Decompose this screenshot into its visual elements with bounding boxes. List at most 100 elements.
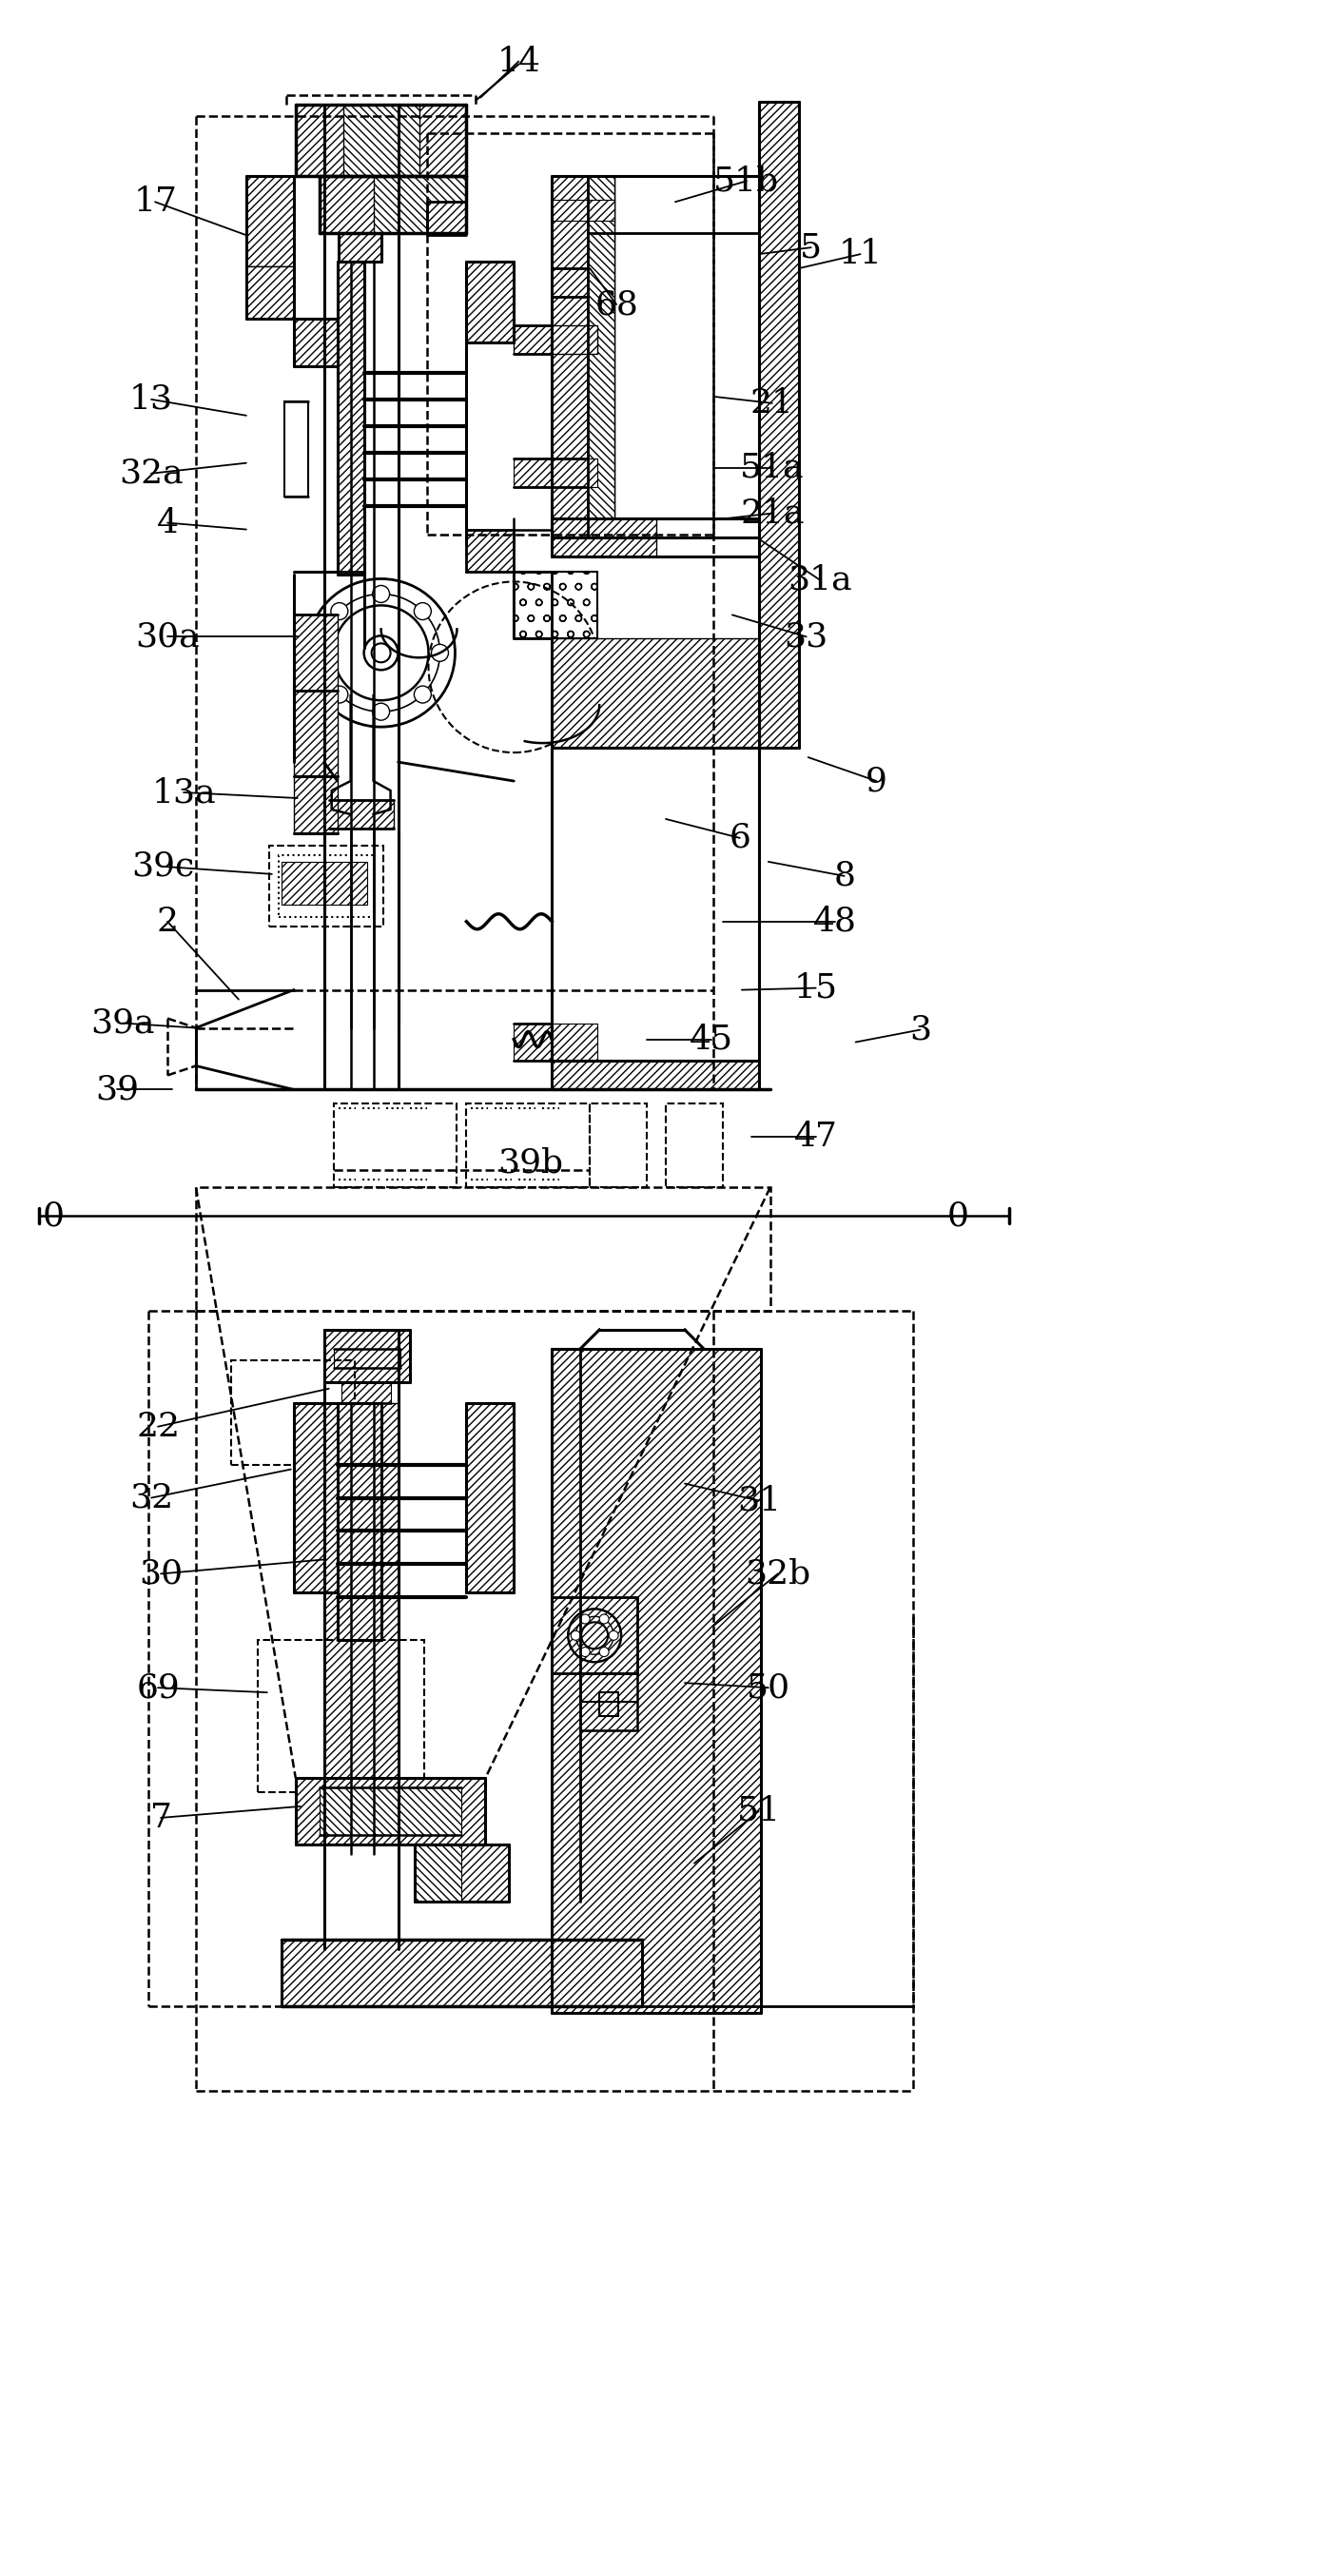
Text: 39b: 39b <box>498 1146 564 1180</box>
Text: 9: 9 <box>866 765 888 796</box>
Text: 11: 11 <box>838 237 882 270</box>
Text: 0: 0 <box>947 1200 970 1231</box>
Text: 3: 3 <box>909 1012 931 1046</box>
Bar <box>294 616 337 690</box>
Bar <box>333 1105 457 1188</box>
Text: 21: 21 <box>751 386 794 420</box>
Bar <box>258 1641 424 1793</box>
Text: 48: 48 <box>813 904 857 938</box>
Bar <box>414 1844 509 1901</box>
Circle shape <box>372 644 391 662</box>
Text: 39: 39 <box>95 1074 140 1105</box>
Bar <box>294 319 337 366</box>
Text: 17: 17 <box>133 185 177 219</box>
Bar <box>514 325 598 353</box>
Bar <box>337 263 364 574</box>
Bar <box>590 1105 647 1188</box>
Circle shape <box>314 644 330 662</box>
Bar <box>324 1404 398 1829</box>
Bar <box>514 1023 598 1061</box>
Bar <box>466 263 514 343</box>
Text: 5: 5 <box>800 232 822 263</box>
Circle shape <box>414 685 431 703</box>
Text: 33: 33 <box>784 621 829 652</box>
Bar <box>666 1105 723 1188</box>
Circle shape <box>580 1615 590 1623</box>
Bar <box>324 1329 410 1381</box>
Circle shape <box>372 585 389 603</box>
Bar <box>552 639 759 747</box>
Text: 51b: 51b <box>713 165 779 198</box>
Bar <box>246 265 294 319</box>
Text: 47: 47 <box>794 1121 838 1154</box>
Bar <box>552 1350 760 2014</box>
Bar <box>278 855 373 917</box>
Bar <box>580 1674 638 1731</box>
Bar <box>342 106 419 175</box>
Circle shape <box>330 603 348 621</box>
Text: 0: 0 <box>43 1200 64 1231</box>
Bar <box>338 234 381 263</box>
Circle shape <box>414 603 431 621</box>
Bar <box>294 1404 337 1592</box>
Text: 31a: 31a <box>787 564 851 595</box>
Bar <box>281 863 367 904</box>
Text: 30a: 30a <box>136 621 200 652</box>
Circle shape <box>330 685 348 703</box>
Bar <box>285 402 308 497</box>
Text: 68: 68 <box>595 289 638 319</box>
Bar <box>281 1940 642 2007</box>
Bar <box>231 1360 355 1466</box>
Bar <box>295 106 466 175</box>
Text: 15: 15 <box>794 971 838 1005</box>
Text: 30: 30 <box>138 1558 183 1589</box>
Bar <box>294 775 337 832</box>
Circle shape <box>580 1646 590 1656</box>
Circle shape <box>372 703 389 721</box>
Text: 8: 8 <box>833 860 855 891</box>
Text: 32a: 32a <box>120 459 184 489</box>
Text: 51a: 51a <box>740 451 804 484</box>
Text: 21a: 21a <box>740 497 804 531</box>
Bar <box>246 175 294 265</box>
Circle shape <box>599 1646 608 1656</box>
Bar <box>414 1844 462 1901</box>
Bar <box>329 801 393 829</box>
Circle shape <box>599 1615 608 1623</box>
Text: 69: 69 <box>136 1672 180 1703</box>
Text: 39c: 39c <box>132 850 195 884</box>
Text: 7: 7 <box>150 1801 172 1834</box>
Bar <box>320 175 466 234</box>
Text: 45: 45 <box>689 1023 733 1056</box>
Bar <box>294 690 337 775</box>
Bar <box>759 103 799 747</box>
Text: 22: 22 <box>136 1412 180 1443</box>
Text: 31: 31 <box>737 1484 780 1517</box>
Bar <box>333 1350 400 1368</box>
Text: 2: 2 <box>157 904 179 938</box>
Bar <box>373 175 466 234</box>
Bar <box>599 1692 618 1716</box>
Bar <box>295 1777 485 1844</box>
Bar <box>320 1788 462 1834</box>
Bar <box>466 1105 590 1188</box>
Bar <box>466 1404 514 1592</box>
Bar <box>552 518 657 556</box>
Bar <box>552 1597 638 1674</box>
Text: 32b: 32b <box>745 1558 811 1589</box>
Text: 13: 13 <box>129 384 173 415</box>
Bar <box>337 1404 381 1641</box>
Text: 32: 32 <box>129 1481 173 1515</box>
Text: 13a: 13a <box>152 775 216 809</box>
Bar <box>514 459 598 487</box>
Bar <box>269 845 383 927</box>
Text: 50: 50 <box>747 1672 790 1703</box>
Bar <box>514 572 598 639</box>
Bar <box>580 1674 638 1731</box>
Bar <box>552 1061 759 1090</box>
Circle shape <box>431 644 449 662</box>
Bar <box>552 201 615 222</box>
Bar <box>341 1381 391 1404</box>
Text: 6: 6 <box>729 822 751 855</box>
Bar <box>196 1188 771 1311</box>
